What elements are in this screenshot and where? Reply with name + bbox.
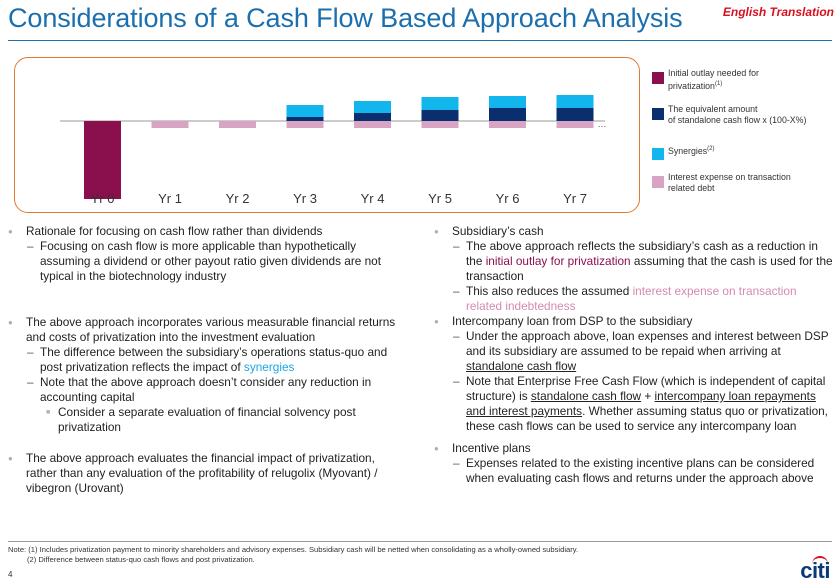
sub-bullet-accounting-capital: Note that the above approach doesn’t con… <box>8 375 408 405</box>
sub-sub-bullet-solvency: Consider a separate evaluation of financ… <box>8 405 408 435</box>
sub-bullet-loan-repaid: Under the approach above, loan expenses … <box>434 329 834 374</box>
bar-segment <box>286 105 324 117</box>
sub-bullet-enterprise-fcf: Note that Enterprise Free Cash Flow (whi… <box>434 374 834 434</box>
bar-segment <box>421 121 459 128</box>
sub-bullet-synergies-difference: The difference between the subsidiary’s … <box>8 345 408 375</box>
citi-logo-arc-icon <box>812 556 828 564</box>
x-tick-label: Yr 1 <box>158 191 182 206</box>
bar-segment <box>421 110 459 121</box>
bullet-subsidiary-cash: Subsidiary’s cash <box>434 224 834 239</box>
legend-swatch <box>652 148 664 160</box>
bar-segment <box>354 113 391 121</box>
bar-segment <box>421 97 459 110</box>
bullet-approach-incorporates: The above approach incorporates various … <box>8 315 408 345</box>
legend-swatch <box>652 176 664 188</box>
x-tick-label: Yr 0 <box>91 191 115 206</box>
footer-divider <box>8 541 832 542</box>
legend-item-initial-outlay: Initial outlay needed for privatization(… <box>652 68 759 92</box>
bar-segment <box>354 121 391 128</box>
x-tick-label: Yr 2 <box>226 191 250 206</box>
legend-item-synergies: Synergies(2) <box>652 144 714 160</box>
bar-segment <box>556 121 594 128</box>
bullet-intercompany-loan: Intercompany loan from DSP to the subsid… <box>434 314 834 329</box>
bar-segment <box>489 121 526 128</box>
legend-label: Interest expense on transaction related … <box>668 172 791 193</box>
legend-swatch <box>652 72 664 84</box>
bar-segment <box>489 108 526 121</box>
right-column: Subsidiary’s cash The above approach ref… <box>434 224 834 486</box>
legend-item-standalone-cash-flow: The equivalent amount of standalone cash… <box>652 104 806 126</box>
chart-frame <box>14 57 640 213</box>
legend-label: The equivalent amount of standalone cash… <box>668 104 807 125</box>
bar-segment <box>286 121 324 128</box>
bar-segment <box>556 95 594 108</box>
cash-flow-chart: Yr 0 Yr 1 Yr 2 Yr 3 Yr 4 Yr 5 Yr 6 Yr 7 … <box>60 95 607 206</box>
legend-item-interest-expense: Interest expense on transaction related … <box>652 172 791 194</box>
bar-segment <box>286 117 324 121</box>
bar-segment <box>354 101 391 113</box>
sub-bullet-cash-reduction: The above approach reflects the subsidia… <box>434 239 834 284</box>
sub-bullet-interest-reduction: This also reduces the assumed interest e… <box>434 284 834 314</box>
legend-label: Synergies(2) <box>668 145 715 156</box>
bar-segment <box>151 121 189 128</box>
bar-segment <box>219 121 256 128</box>
legend-swatch <box>652 108 664 120</box>
bullet-cash-flow-rationale: Rationale for focusing on cash flow rath… <box>8 224 408 239</box>
translation-label: English Translation <box>722 5 834 19</box>
citi-logo: citi <box>800 558 830 582</box>
bar-segment <box>556 108 594 121</box>
sub-bullet-incentive-expenses: Expenses related to the existing incenti… <box>434 456 834 486</box>
legend-label: Initial outlay needed for privatization(… <box>668 68 759 91</box>
bar-segment <box>489 96 526 108</box>
left-column: Rationale for focusing on cash flow rath… <box>8 224 408 496</box>
x-tick-label: Yr 7 <box>563 191 587 206</box>
bullet-financial-impact: The above approach evaluates the financi… <box>8 451 408 496</box>
bar-segment <box>84 121 121 199</box>
x-tick-label: Yr 6 <box>496 191 520 206</box>
x-tick-label: Yr 5 <box>428 191 452 206</box>
bullet-incentive-plans: Incentive plans <box>434 441 834 456</box>
page-title: Considerations of a Cash Flow Based Appr… <box>8 3 683 33</box>
continuation-ellipsis-icon: … <box>598 119 607 129</box>
x-tick-label: Yr 3 <box>293 191 317 206</box>
sub-bullet-cash-flow-applicability: Focusing on cash flow is more applicable… <box>8 239 408 284</box>
x-tick-label: Yr 4 <box>361 191 385 206</box>
page-number: 4 <box>8 570 13 579</box>
footnote: Note: (1) Includes privatization payment… <box>8 545 579 564</box>
title-divider <box>8 40 832 41</box>
